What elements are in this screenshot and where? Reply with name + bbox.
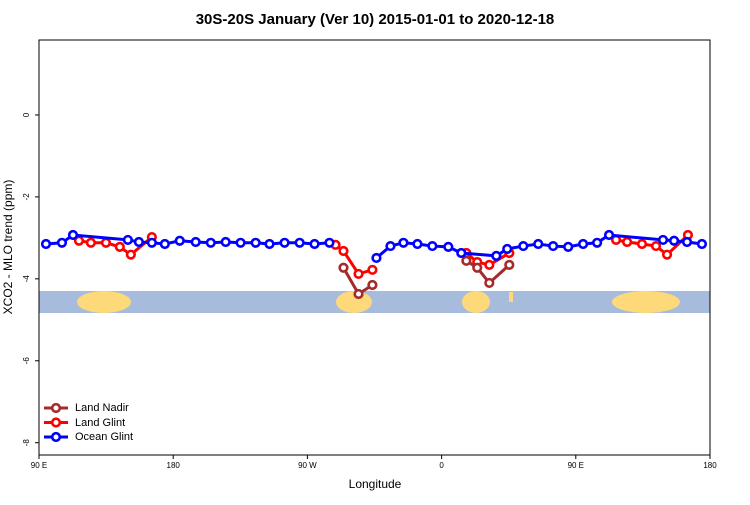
x-tick-label: 180: [167, 461, 181, 470]
point: [67, 229, 79, 241]
point: [456, 247, 467, 259]
point: [636, 238, 648, 250]
point: [190, 236, 201, 248]
point: [159, 238, 170, 250]
map-band: [39, 291, 710, 313]
legend-swatch: [50, 402, 62, 414]
point: [174, 235, 185, 246]
point: [427, 240, 438, 252]
point: [484, 277, 495, 289]
point: [279, 237, 290, 248]
point: [85, 237, 96, 248]
point: [502, 243, 513, 255]
point: [338, 245, 349, 257]
point: [681, 236, 693, 248]
point: [353, 288, 364, 300]
point: [592, 237, 603, 248]
x-axis-label: Longitude: [349, 477, 402, 491]
point: [533, 238, 544, 250]
legend-swatch: [50, 417, 62, 428]
legend-label: Land Nadir: [75, 402, 129, 414]
point: [518, 240, 529, 252]
plot-frame: [38, 39, 711, 456]
point: [264, 238, 275, 250]
y-tick-label: -6: [22, 357, 31, 365]
point: [491, 250, 502, 261]
x-tick-label: 90 W: [298, 461, 317, 470]
point: [621, 236, 633, 248]
point: [367, 279, 378, 291]
y-tick-label: 0: [22, 112, 31, 117]
y-tick-label: -4: [22, 275, 31, 283]
point: [603, 229, 615, 241]
point: [398, 237, 409, 248]
point: [146, 237, 157, 248]
point: [461, 255, 472, 266]
series-line: [78, 233, 689, 276]
point: [114, 241, 125, 252]
point: [443, 241, 454, 252]
point: [661, 249, 673, 260]
point: [122, 234, 133, 246]
legend-swatch: [50, 431, 62, 443]
x-tick-label: 180: [703, 461, 717, 470]
point: [205, 237, 216, 248]
point: [371, 252, 382, 264]
point: [385, 240, 396, 252]
y-axis-label: XCO2 - MLO trend (ppm): [1, 180, 15, 315]
point: [484, 259, 495, 271]
point: [309, 238, 320, 250]
point: [250, 237, 261, 248]
point: [696, 238, 708, 250]
x-tick-label: 90 E: [31, 461, 47, 470]
point: [100, 237, 112, 248]
point: [650, 240, 662, 252]
point: [220, 236, 231, 248]
point: [412, 238, 423, 250]
point: [353, 268, 364, 280]
point: [657, 234, 669, 246]
point: [133, 236, 145, 248]
point: [338, 262, 349, 273]
point: [668, 235, 680, 246]
point: [548, 240, 559, 252]
point: [40, 238, 52, 250]
point: [504, 259, 515, 271]
x-tick-label: 90 E: [568, 461, 584, 470]
point: [578, 238, 589, 250]
y-tick-label: -2: [22, 193, 31, 201]
x-tick-label: 0: [439, 461, 444, 470]
point: [125, 249, 136, 260]
point: [235, 237, 246, 248]
point: [294, 237, 305, 248]
point: [472, 262, 483, 273]
y-tick-label: -8: [22, 439, 31, 447]
chart-title: 30S-20S January (Ver 10) 2015-01-01 to 2…: [196, 11, 555, 28]
legend-label: Ocean Glint: [75, 431, 133, 443]
legend: Land Nadir Land Glint Ocean Glint: [75, 402, 133, 443]
legend-label: Land Glint: [75, 417, 125, 429]
point: [563, 241, 574, 252]
point: [56, 237, 68, 248]
point: [324, 237, 335, 248]
point: [367, 264, 378, 275]
